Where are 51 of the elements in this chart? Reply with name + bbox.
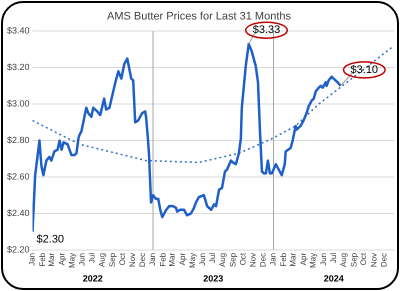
x-tick-label: Feb	[38, 252, 47, 267]
data-label: $2.30	[36, 234, 64, 246]
y-tick-label: $3.20	[6, 62, 30, 72]
x-tick-label: Mar	[288, 252, 298, 267]
x-tick-label: May	[308, 252, 318, 268]
y-tick-label: $3.00	[6, 98, 30, 109]
x-tick-label: Apr	[298, 252, 308, 266]
y-tick-label: $2.80	[6, 135, 30, 146]
y-tick-label: $2.20	[6, 244, 30, 254]
y-tick-label: $3.40	[6, 26, 30, 36]
text: 2024	[324, 273, 344, 284]
x-tick-label: Oct	[238, 252, 248, 266]
x-tick-label: Apr	[178, 252, 187, 266]
x-tick-label: Feb	[158, 252, 168, 267]
x-tick-label: Jan	[268, 252, 278, 266]
text: 2022	[82, 273, 103, 284]
x-tick-label: May	[67, 252, 76, 268]
x-tick-label: Dec	[138, 252, 147, 268]
x-tick-label: Nov	[369, 252, 378, 268]
x-tick-label: Jul	[328, 252, 338, 264]
x-tick-label: Jul	[208, 252, 217, 264]
x-tick-label: Sep	[108, 252, 117, 268]
x-tick-label: Jun	[78, 252, 87, 266]
x-tick-label: Mar	[168, 252, 177, 267]
x-tick-label: Oct	[359, 252, 368, 266]
x-tick-label: Jun	[318, 252, 328, 266]
x-tick-label: Jan	[28, 252, 37, 266]
x-tick-label: Oct	[118, 252, 127, 266]
x-tick-label: Jan	[148, 252, 158, 266]
y-tick-label: $2.40	[6, 208, 30, 218]
x-tick-label: Dec	[379, 252, 388, 268]
x-tick-label: Nov	[248, 252, 258, 268]
x-tick-label: Jun	[198, 252, 208, 266]
x-tick-label: Apr	[57, 252, 66, 266]
y-tick-label: $2.60	[6, 171, 30, 182]
data-label: $3.10	[350, 64, 378, 76]
x-tick-label: Aug	[98, 252, 107, 268]
chart-title: AMS Butter Prices for Last 31 Months	[106, 10, 292, 23]
x-tick-label: Jul	[87, 252, 96, 264]
x-tick-label: Mar	[47, 252, 56, 267]
x-tick-label: Sep	[349, 252, 358, 268]
x-tick-label: Feb	[278, 252, 288, 267]
x-tick-label: Aug	[218, 252, 228, 268]
x-tick-label: Sep	[228, 252, 238, 268]
x-tick-label: Nov	[128, 252, 138, 268]
x-tick-label: Aug	[339, 252, 348, 268]
line-series	[32, 45, 394, 164]
data-label: $3.33	[252, 24, 280, 36]
text: 2023	[203, 273, 224, 284]
x-tick-label: Dec	[258, 252, 268, 268]
x-tick-label: May	[188, 252, 197, 268]
